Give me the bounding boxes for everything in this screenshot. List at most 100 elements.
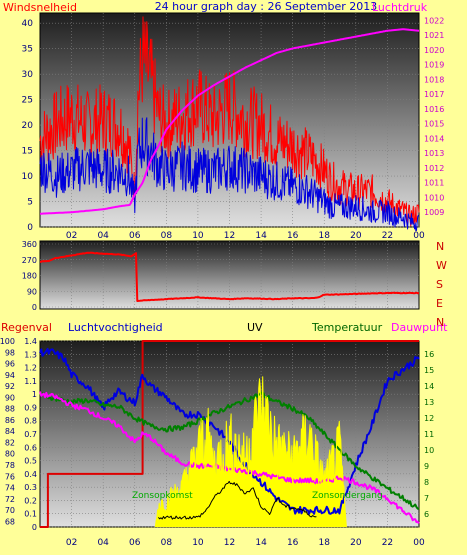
compass-tick-label: W	[436, 259, 447, 272]
pressure-tick-label: 1018	[424, 75, 444, 84]
panel-humidity-temperature-lines	[39, 340, 420, 528]
x-tick-label: 04	[97, 231, 109, 241]
rain-tick-label: 1.3	[24, 350, 37, 359]
x-tick-label: 18	[319, 231, 331, 241]
label-temperature: Temperatuur	[311, 321, 383, 334]
hour-ticks-bottom: 02 04 06 08 10 12 14 16 18 20 22 00	[66, 538, 425, 548]
rain-tick-label: 0.4	[24, 470, 37, 479]
pressure-tick-label: 1013	[424, 149, 444, 158]
series-line	[39, 391, 420, 525]
wind-speed-tick-label: 15	[22, 147, 33, 157]
x-tick-label: 06	[129, 231, 141, 241]
x-tick-label: 16	[287, 231, 299, 241]
rain-tick-label: 0	[32, 523, 37, 532]
pressure-tick-label: 1021	[424, 31, 444, 40]
rain-tick-label: 0.9	[24, 403, 37, 412]
panel-wind-pressure-lines	[39, 16, 420, 232]
x-tick-label: 18	[319, 538, 331, 548]
x-tick-label: 20	[350, 538, 362, 548]
uv-area	[155, 376, 347, 527]
panel-wind-direction-grid	[40, 241, 419, 309]
wind-direction-tick-label: 360	[22, 240, 37, 249]
wind-speed-tick-label: 10	[22, 172, 34, 182]
compass-tick-label: N	[436, 316, 444, 329]
x-tick-label: 12	[224, 231, 235, 241]
wind-speed-tick-label: 20	[22, 121, 34, 131]
rain-tick-label: 0.7	[24, 430, 37, 439]
humidity-tick-label: 94	[5, 371, 15, 380]
label-uv: UV	[247, 321, 263, 334]
compass-tick-label: E	[436, 297, 443, 310]
rain-tick-label: 0.3	[24, 483, 37, 492]
uv-fill	[155, 376, 347, 527]
wind-speed-tick-label: 0	[27, 223, 33, 233]
rain-tick-label: 0.8	[24, 417, 37, 426]
series-line	[40, 28, 420, 215]
label-dewpoint: Dauwpunt	[391, 321, 448, 334]
wind-speed-tick-label: 30	[22, 70, 34, 80]
pressure-tick-label: 1016	[424, 105, 444, 114]
temperature-tick-label: 6	[424, 510, 429, 519]
temperature-tick-label: 8	[424, 478, 429, 487]
panel-wind-direction-lines	[40, 251, 420, 302]
x-tick-label: 00	[413, 538, 425, 548]
rain-tick-label: 0.5	[24, 457, 37, 466]
x-tick-label: 04	[97, 538, 109, 548]
humidity-tick-label: 76	[5, 472, 15, 481]
x-tick-label: 02	[66, 538, 77, 548]
rain-tick-label: 0.6	[24, 443, 37, 452]
series-line	[40, 251, 420, 302]
wind-speed-ticks: 40 35 30 25 20 15 10 5 0	[22, 19, 34, 233]
pressure-tick-label: 1020	[424, 46, 444, 55]
wind-direction-tick-label: 180	[22, 272, 37, 281]
humidity-tick-label: 82	[5, 438, 15, 447]
series-line	[39, 117, 420, 232]
temperature-tick-label: 9	[424, 462, 429, 471]
x-tick-label: 10	[192, 231, 204, 241]
rain-tick-label: 1.1	[24, 377, 37, 386]
humidity-tick-label: 68	[5, 517, 15, 526]
humidity-tick-label: 100	[0, 337, 15, 346]
rain-tick-label: 1.2	[24, 364, 37, 373]
humidity-tick-label: 90	[5, 393, 15, 402]
temperature-tick-label: 11	[424, 430, 434, 439]
x-tick-label: 08	[161, 231, 173, 241]
temperature-tick-label: 14	[424, 382, 434, 391]
temperature-tick-label: 10	[424, 446, 434, 455]
x-tick-label: 06	[129, 538, 141, 548]
series-line	[158, 480, 317, 520]
temperature-tick-label: 12	[424, 414, 434, 423]
humidity-tick-label: 70	[5, 506, 15, 515]
wind-direction-tick-label: 0	[32, 303, 37, 312]
wind-speed-tick-label: 35	[22, 45, 33, 55]
temperature-tick-label: 7	[424, 494, 429, 503]
rain-tick-label: 0.2	[24, 496, 37, 505]
header-right-label: Luchtdruk	[372, 1, 428, 14]
pressure-tick-label: 1019	[424, 61, 444, 70]
humidity-tick-label: 98	[5, 348, 15, 357]
pressure-tick-label: 1022	[424, 16, 444, 25]
humidity-tick-label: 92	[5, 382, 15, 391]
pressure-tick-label: 1009	[424, 208, 444, 217]
rain-tick-label: 1	[32, 390, 37, 399]
x-tick-label: 12	[224, 538, 235, 548]
x-tick-label: 08	[161, 538, 173, 548]
x-tick-label: 22	[382, 231, 393, 241]
temperature-tick-label: 15	[424, 366, 434, 375]
x-tick-label: 20	[350, 231, 362, 241]
x-tick-label: 14	[255, 538, 267, 548]
temperature-ticks: 16 15 14 13 12 11 10 9 8 7 6	[424, 350, 434, 519]
rain-tick-label: 1.4	[24, 337, 37, 346]
x-tick-label: 00	[413, 231, 425, 241]
pressure-tick-label: 1010	[424, 193, 444, 202]
humidity-tick-label: 96	[5, 360, 15, 369]
compass-tick-label: N	[436, 240, 444, 253]
humidity-tick-label: 74	[5, 484, 15, 493]
humidity-tick-label: 72	[5, 495, 15, 504]
sunset-label: Zonsondergang	[312, 491, 383, 501]
humidity-tick-label: 78	[5, 461, 15, 470]
header-left-label: Windsnelheid	[3, 1, 77, 14]
header-title: 24 hour graph day : 26 September 2013	[155, 0, 378, 13]
pressure-tick-label: 1012	[424, 164, 444, 173]
